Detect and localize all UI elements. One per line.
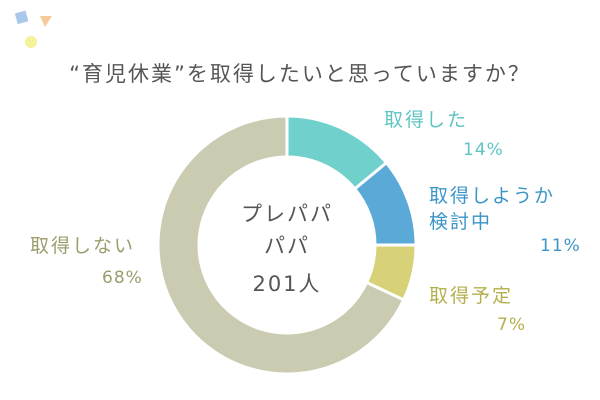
value-label: 11% bbox=[540, 236, 581, 256]
decoration bbox=[40, 16, 52, 27]
center-text: 201人 bbox=[252, 272, 322, 296]
value-label: 14% bbox=[463, 140, 504, 160]
value-label: 68% bbox=[102, 268, 143, 288]
chart-title: “育児休業”を取得したいと思っていますか？ bbox=[69, 62, 531, 86]
category-label: 取得した bbox=[384, 109, 469, 131]
decoration bbox=[14, 10, 29, 25]
category-label: 取得予定 bbox=[429, 285, 514, 307]
center-text: プレパパ bbox=[241, 202, 333, 226]
value-label: 7% bbox=[497, 315, 526, 335]
decoration bbox=[25, 36, 37, 48]
category-label: 取得しない bbox=[30, 235, 136, 257]
donut-segment bbox=[156, 114, 406, 376]
center-text: パパ bbox=[264, 234, 310, 258]
category-label: 取得しようか 検討中 bbox=[429, 185, 556, 233]
